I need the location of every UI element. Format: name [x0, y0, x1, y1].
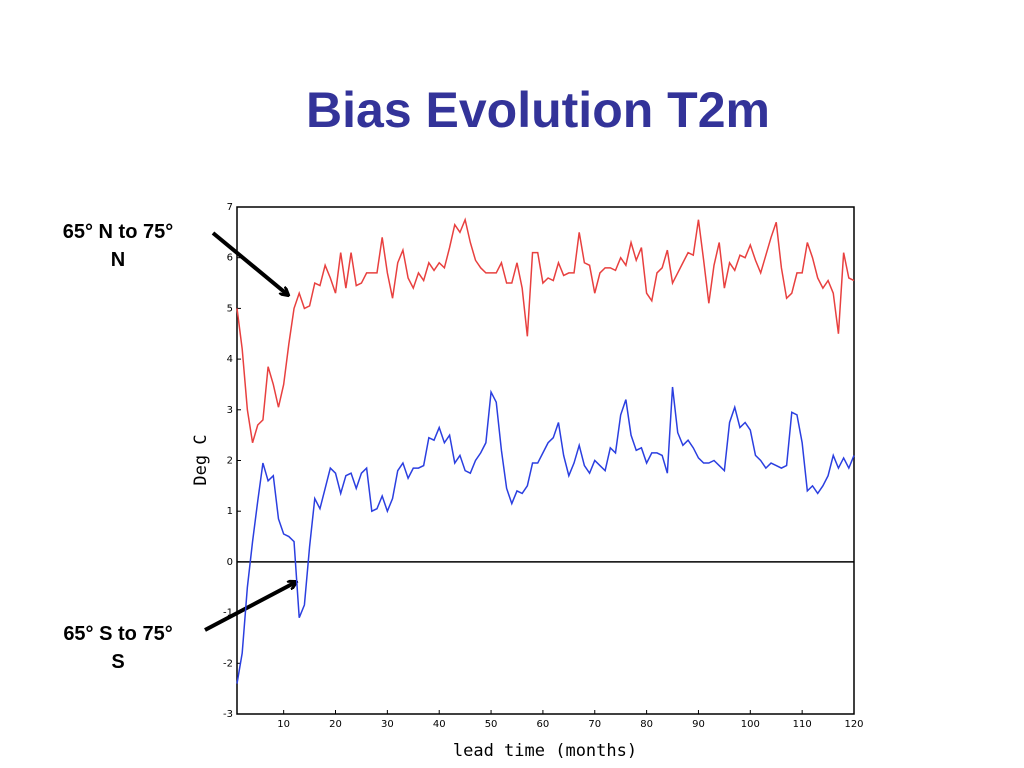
x-tick-label: 120 [844, 719, 863, 730]
y-tick-label: 0 [227, 557, 233, 568]
x-tick-label: 10 [277, 719, 290, 730]
y-tick-label: 7 [227, 202, 233, 213]
y-tick-label: 5 [227, 303, 233, 314]
x-tick-label: 50 [485, 719, 498, 730]
y-tick-label: 1 [227, 506, 233, 517]
x-axis-label: lead time (months) [453, 741, 637, 761]
y-tick-label: -1 [223, 608, 233, 619]
x-tick-label: 20 [329, 719, 342, 730]
y-tick-label: 3 [227, 405, 233, 416]
x-tick-label: 100 [741, 719, 760, 730]
annotation: 65° N to 75° N [62, 221, 174, 271]
y-axis-label: Deg C [191, 434, 211, 485]
y-tick-label: -2 [223, 658, 233, 669]
line-series [236, 386, 855, 684]
x-tick-label: 110 [793, 719, 812, 730]
x-tick-label: 80 [640, 719, 653, 730]
y-tick-label: 4 [227, 354, 233, 365]
y-tick-label: 2 [227, 456, 233, 467]
y-tick-label: 6 [227, 253, 233, 264]
arrow [204, 582, 296, 632]
x-tick-label: 90 [692, 719, 705, 730]
y-tick-label: -3 [223, 709, 233, 720]
x-tick-label: 70 [588, 719, 601, 730]
annotation: 65° S to 75° S [63, 623, 173, 673]
x-tick-label: 40 [433, 719, 446, 730]
x-tick-label: 60 [537, 719, 550, 730]
line-series [236, 217, 855, 443]
x-tick-label: 30 [381, 719, 394, 730]
chart-title: Bias Evolution T2m [306, 82, 770, 138]
arrow [211, 231, 288, 295]
